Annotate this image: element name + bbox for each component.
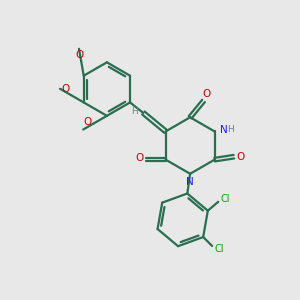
Text: H: H bbox=[131, 107, 138, 116]
Text: Cl: Cl bbox=[215, 244, 224, 254]
Text: O: O bbox=[83, 117, 92, 127]
Text: O: O bbox=[236, 152, 244, 162]
Text: O: O bbox=[136, 153, 144, 163]
Text: N: N bbox=[186, 177, 194, 187]
Text: O: O bbox=[61, 84, 70, 94]
Text: Cl: Cl bbox=[221, 194, 230, 204]
Text: O: O bbox=[202, 88, 211, 98]
Text: O: O bbox=[76, 50, 84, 59]
Text: N: N bbox=[220, 125, 228, 135]
Text: H: H bbox=[228, 125, 234, 134]
